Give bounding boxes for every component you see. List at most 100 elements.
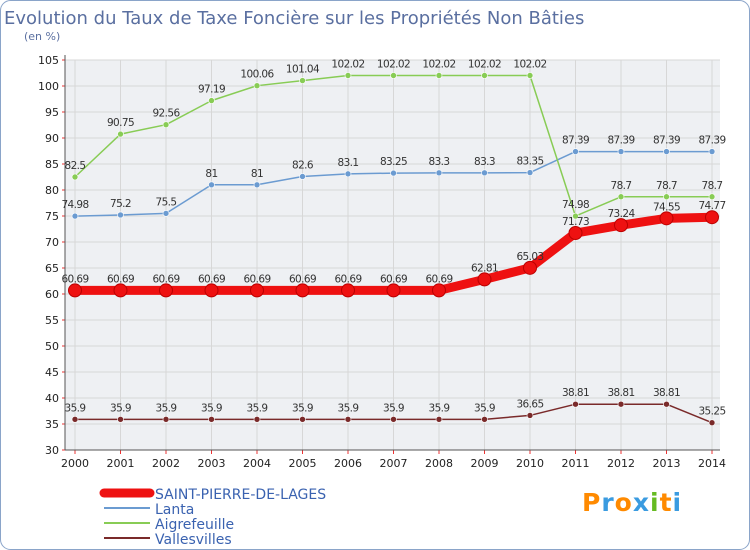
series-lanta: 74.98 75.2 75.5 81 81 82.6 83.1 83.25 83.3 83.3 83…: [61, 135, 726, 220]
data-label: 60.69: [61, 273, 88, 285]
data-point: [71, 212, 79, 220]
data-point: [663, 193, 670, 201]
data-point: [663, 148, 670, 155]
data-label: 83.25: [380, 156, 407, 168]
data-point: [481, 169, 488, 177]
data-label: 78.7: [702, 180, 723, 192]
y-tick-label: 35: [45, 418, 59, 431]
data-point: [526, 412, 534, 419]
data-point: [435, 169, 443, 177]
data-point: [250, 283, 264, 298]
y-tick-label: 85: [45, 158, 59, 171]
data-label: 60.69: [334, 273, 361, 285]
data-point: [477, 272, 492, 287]
data-label: 102.02: [331, 58, 364, 70]
data-label: 102.02: [513, 58, 546, 70]
x-tick-label: 2014: [698, 457, 726, 470]
y-tick-label: 65: [45, 262, 59, 275]
y-tick-label: 95: [45, 106, 59, 119]
chart-y-unit: (en %): [24, 30, 60, 43]
data-label: 90.75: [107, 117, 134, 129]
data-label: 81: [205, 168, 217, 180]
data-point: [617, 148, 625, 155]
data-point: [344, 170, 352, 178]
data-point: [568, 226, 583, 241]
data-label: 38.81: [653, 387, 680, 399]
data-label: 35.9: [474, 402, 495, 414]
data-label: 60.69: [107, 273, 134, 285]
data-point: [481, 416, 488, 423]
x-tick-label: 2002: [152, 457, 180, 470]
series-vallesvilles: 35.9 35.9 35.9 35.9 35.9 35.9 35.9 35.9 35.9 35.9…: [65, 387, 726, 427]
data-point: [390, 416, 397, 423]
series-aigrefeuille: 82.5 90.75 92.56 97.19 100.06 101.04 102.02 102…: [65, 58, 723, 220]
data-label: 74.77: [698, 200, 725, 212]
plot-background: [65, 60, 720, 450]
data-label: 73.24: [607, 208, 635, 220]
data-point: [705, 210, 719, 225]
data-point: [614, 218, 628, 233]
data-point: [299, 416, 306, 423]
x-tick-label: 2005: [289, 457, 317, 470]
data-label: 74.98: [61, 199, 88, 211]
y-tick-label: 80: [45, 184, 59, 197]
x-tick-label: 2009: [471, 457, 499, 470]
y-tick-label: 55: [45, 314, 59, 327]
data-label: 62.81: [471, 262, 498, 274]
data-point: [208, 97, 215, 104]
data-point: [663, 400, 670, 408]
data-point: [299, 77, 306, 84]
data-point: [113, 283, 128, 298]
y-tick-label: 30: [45, 444, 59, 457]
data-label: 35.9: [110, 402, 131, 414]
data-point: [617, 193, 625, 201]
data-label: 35.9: [156, 402, 177, 414]
x-tick-label: 2007: [380, 457, 408, 470]
data-label: 81: [251, 168, 263, 180]
brand-letter: i: [672, 488, 683, 517]
data-point: [523, 260, 537, 275]
data-point: [253, 416, 261, 423]
brand-letter: o: [614, 488, 633, 517]
y-tick-label: 40: [45, 392, 59, 405]
plot-area: 30 35 40 45 50 55 60 65 70 75 80 85 90 95 100 105 2000 20…: [38, 54, 726, 470]
data-label: 65.03: [516, 251, 543, 263]
data-point: [708, 419, 716, 427]
data-point: [572, 212, 579, 220]
data-point: [481, 72, 488, 79]
y-tick-label: 90: [45, 132, 59, 145]
data-label: 35.9: [247, 402, 268, 414]
data-point: [344, 72, 352, 79]
data-label: 82.6: [292, 159, 314, 171]
x-tick-label: 2008: [425, 457, 453, 470]
data-point: [344, 416, 352, 423]
data-label: 60.69: [289, 273, 316, 285]
x-tick-label: 2011: [562, 457, 590, 470]
y-tick-label: 45: [45, 366, 59, 379]
data-point: [435, 416, 443, 423]
y-tick-label: 60: [45, 288, 59, 301]
data-label: 38.81: [562, 387, 589, 399]
x-tick-label: 2012: [607, 457, 635, 470]
data-point: [526, 72, 534, 79]
data-label: 35.9: [292, 402, 313, 414]
data-label: 83.3: [429, 156, 450, 168]
data-label: 60.69: [198, 273, 225, 285]
data-point: [71, 416, 79, 423]
data-label: 75.2: [110, 198, 131, 210]
data-label: 101.04: [286, 64, 320, 76]
y-tick-label: 105: [38, 54, 59, 67]
data-label: 87.39: [653, 135, 680, 147]
y-tick-label: 50: [45, 340, 59, 353]
legend-label-saint-pierre-de-lages: SAINT-PIERRE-DE-LAGES: [155, 487, 326, 503]
data-label: 60.69: [152, 273, 179, 285]
data-label: 83.3: [474, 156, 495, 168]
data-label: 60.69: [243, 273, 270, 285]
data-point: [572, 400, 579, 408]
data-label: 87.39: [562, 135, 589, 147]
data-label: 87.39: [698, 135, 725, 147]
data-point: [390, 169, 397, 177]
brand-letter: r: [601, 488, 615, 517]
chart-title: Evolution du Taux de Taxe Foncière sur l…: [4, 8, 584, 29]
data-point: [162, 121, 170, 128]
